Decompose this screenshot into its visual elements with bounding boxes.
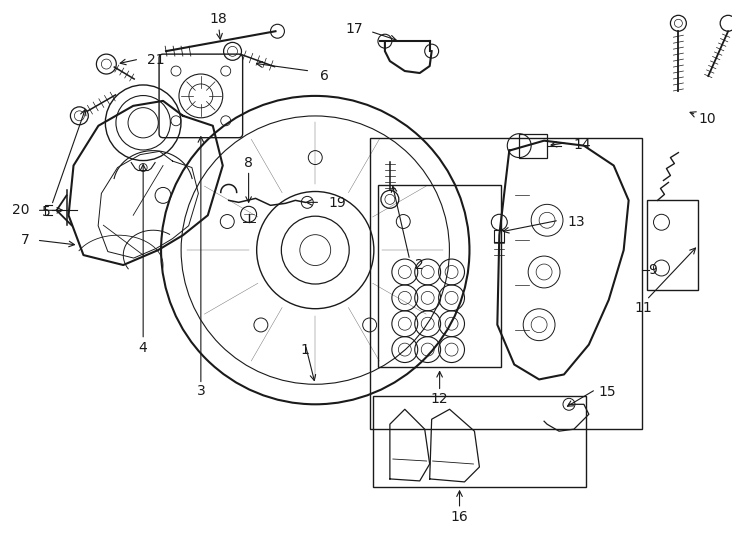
Text: 4: 4 [139,341,148,355]
Text: 5: 5 [43,205,51,219]
Text: 13: 13 [567,215,584,230]
Bar [373,396,586,487]
Text: 10: 10 [698,112,716,126]
Text: 2: 2 [415,258,424,272]
Text: 8: 8 [244,156,253,170]
Text: 19: 19 [328,197,346,211]
Text: 11: 11 [635,301,653,315]
Text: 18: 18 [210,12,228,26]
Text: 21: 21 [147,53,164,67]
Text: 15: 15 [599,386,617,400]
Text: 14: 14 [574,138,592,152]
Text: 7: 7 [21,233,30,247]
Text: 20: 20 [12,203,30,217]
Text: 6: 6 [320,69,329,83]
Text: 17: 17 [346,22,363,36]
Text: 3: 3 [197,384,206,399]
Bar [647,200,698,290]
Bar [519,134,547,158]
Text: 9: 9 [649,263,658,277]
Text: 1: 1 [301,342,310,356]
Text: 16: 16 [451,510,468,524]
Bar [370,138,642,429]
Bar [378,185,501,368]
Text: 12: 12 [431,393,448,406]
